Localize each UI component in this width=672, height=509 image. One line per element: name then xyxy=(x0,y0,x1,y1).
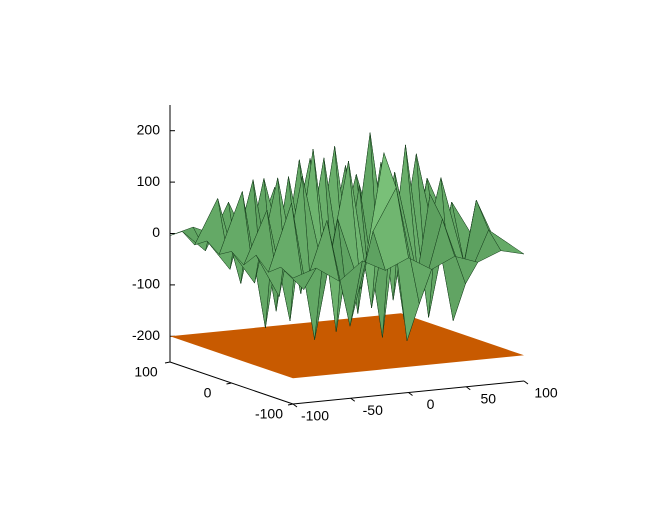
x-tick-label: 0 xyxy=(427,396,435,412)
z-tick-label: -100 xyxy=(132,276,160,292)
z-tick-label: -200 xyxy=(132,327,160,343)
x-tick-label: 100 xyxy=(534,385,558,401)
z-tick-label: 100 xyxy=(137,173,161,189)
x-tick-label: 50 xyxy=(480,390,496,406)
y-tick-label: 0 xyxy=(204,385,212,401)
y-tick-label: 100 xyxy=(134,364,158,380)
x-tick xyxy=(350,397,356,402)
y-tick xyxy=(226,382,232,385)
y-tick xyxy=(164,361,171,364)
z-tick-label: 200 xyxy=(137,121,161,137)
surface-patch xyxy=(280,267,317,290)
x-tick xyxy=(465,386,471,391)
x-tick xyxy=(408,392,413,396)
x-tick-label: -100 xyxy=(301,408,329,424)
x-tick-label: -50 xyxy=(363,402,383,418)
x-tick xyxy=(292,403,298,408)
plane xyxy=(170,313,524,379)
z-tick-label: 0 xyxy=(152,224,160,240)
y-tick xyxy=(287,403,294,406)
x-tick xyxy=(523,380,529,385)
y-tick-label: -100 xyxy=(255,406,283,422)
